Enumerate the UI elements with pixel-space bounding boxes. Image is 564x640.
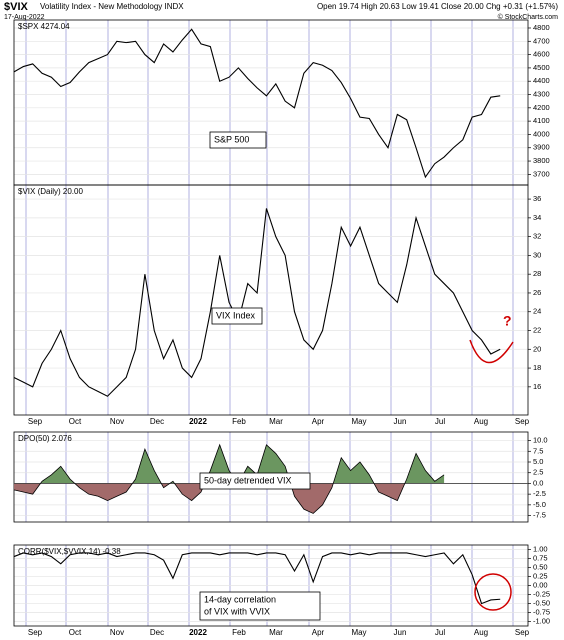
series-line — [13, 28, 501, 179]
y-tick-label: 26 — [533, 288, 541, 297]
x-tick-label: 2022 — [189, 628, 207, 637]
y-tick-label: 22 — [533, 325, 541, 334]
x-tick-label: May — [351, 628, 366, 637]
y-tick-label: 4000 — [533, 129, 550, 138]
y-tick-label: 4100 — [533, 116, 550, 125]
y-tick-label: -5.0 — [533, 500, 546, 509]
series-line — [13, 208, 501, 397]
x-tick-label: Oct — [69, 628, 82, 637]
y-tick-label: 4300 — [533, 90, 550, 99]
x-tick-label: Dec — [150, 417, 164, 426]
x-tick-label: Sep — [515, 417, 530, 426]
y-tick-label: 24 — [533, 307, 541, 316]
y-tick-label: 4600 — [533, 50, 550, 59]
x-tick-label: Feb — [232, 417, 246, 426]
y-tick-label: 10.0 — [533, 436, 548, 445]
x-tick-label: Feb — [232, 628, 246, 637]
panel-frame — [13, 19, 529, 186]
y-tick-label: -0.75 — [533, 608, 550, 617]
x-tick-label: Mar — [269, 628, 283, 637]
y-tick-label: 1.00 — [533, 544, 548, 553]
x-tick-label: Sep — [28, 417, 43, 426]
y-tick-label: 3900 — [533, 143, 550, 152]
y-tick-label: -2.5 — [533, 489, 546, 498]
y-tick-label: 3700 — [533, 169, 550, 178]
y-tick-label: 7.5 — [533, 446, 543, 455]
note: ? — [503, 313, 512, 329]
annotation: VIX Index — [216, 310, 256, 320]
y-tick-label: 3800 — [533, 156, 550, 165]
series-line — [13, 443, 445, 514]
y-tick-label: -0.25 — [533, 590, 550, 599]
y-tick-label: 28 — [533, 269, 541, 278]
quote: Open 19.74 High 20.63 Low 19.41 Close 20… — [317, 2, 558, 11]
y-tick-label: 4700 — [533, 36, 550, 45]
x-tick-label: Apr — [312, 628, 325, 637]
y-tick-label: 5.0 — [533, 457, 543, 466]
annotation-box — [211, 307, 263, 325]
y-tick-label: 20 — [533, 344, 541, 353]
x-tick-label: Sep — [28, 628, 43, 637]
highlight-circle — [474, 573, 512, 611]
y-tick-label: 4500 — [533, 63, 550, 72]
y-tick-label: -7.5 — [533, 511, 546, 520]
panel-label: $SPX 4274.04 — [18, 22, 70, 31]
source: © StockCharts.com — [498, 13, 559, 21]
annotation-box — [199, 472, 311, 490]
y-tick-label: -1.00 — [533, 617, 550, 626]
x-tick-label: Jun — [394, 628, 407, 637]
panel-frame — [13, 184, 529, 416]
x-tick-label: Mar — [269, 417, 283, 426]
y-tick-label: 30 — [533, 250, 541, 259]
highlight-arc — [469, 339, 514, 364]
y-tick-label: 4800 — [533, 23, 550, 32]
date: 17-Aug-2022 — [4, 14, 45, 21]
panel-label: CORR($VIX,$VVIX,14) -0.38 — [18, 547, 121, 556]
x-tick-label: Jul — [435, 417, 445, 426]
annotation: 50-day detrended VIX — [204, 475, 292, 485]
annotation: 14-day correlation — [204, 594, 276, 604]
y-tick-label: 34 — [533, 213, 541, 222]
x-tick-label: Dec — [150, 628, 164, 637]
x-tick-label: Jul — [435, 628, 445, 637]
y-tick-label: 0.25 — [533, 571, 548, 580]
y-tick-label: 36 — [533, 194, 541, 203]
area-positive — [40, 444, 445, 484]
panel-frame — [13, 431, 529, 523]
annotation: S&P 500 — [214, 134, 249, 144]
panel-label: $VIX (Daily) 20.00 — [18, 187, 83, 196]
y-tick-label: 16 — [533, 382, 541, 391]
x-tick-label: Sep — [515, 628, 530, 637]
y-tick-label: 2.5 — [533, 468, 543, 477]
series-line — [13, 552, 501, 605]
x-tick-label: May — [351, 417, 366, 426]
y-tick-label: -0.50 — [533, 599, 550, 608]
y-tick-label: 4400 — [533, 76, 550, 85]
area-negative — [14, 483, 445, 514]
y-tick-label: 32 — [533, 232, 541, 241]
y-tick-label: 4200 — [533, 103, 550, 112]
x-tick-label: Nov — [110, 628, 124, 637]
panel-frame — [13, 544, 529, 627]
y-tick-label: 0.50 — [533, 562, 548, 571]
x-tick-label: Aug — [474, 417, 488, 426]
x-tick-label: Jun — [394, 417, 407, 426]
y-tick-label: 0.00 — [533, 580, 548, 589]
annotation: of VIX with VVIX — [204, 606, 270, 616]
y-tick-label: 0.75 — [533, 553, 548, 562]
x-tick-label: Oct — [69, 417, 82, 426]
x-tick-label: Nov — [110, 417, 124, 426]
panel-label: DPO(50) 2.076 — [18, 434, 72, 443]
x-tick-label: 2022 — [189, 417, 207, 426]
index-name: Volatility Index - New Methodology INDX — [40, 2, 184, 11]
symbol: $VIX — [4, 1, 29, 13]
annotation-box — [209, 131, 267, 149]
x-tick-label: Apr — [312, 417, 325, 426]
x-tick-label: Aug — [474, 628, 488, 637]
annotation-box — [199, 591, 321, 621]
y-tick-label: 0.0 — [533, 478, 543, 487]
y-tick-label: 18 — [533, 363, 541, 372]
